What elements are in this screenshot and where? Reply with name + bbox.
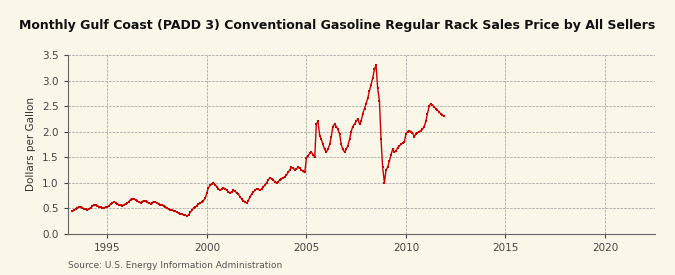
Text: Monthly Gulf Coast (PADD 3) Conventional Gasoline Regular Rack Sales Price by Al: Monthly Gulf Coast (PADD 3) Conventional… [20, 19, 655, 32]
Text: Source: U.S. Energy Information Administration: Source: U.S. Energy Information Administ… [68, 260, 281, 270]
Y-axis label: Dollars per Gallon: Dollars per Gallon [26, 97, 36, 191]
